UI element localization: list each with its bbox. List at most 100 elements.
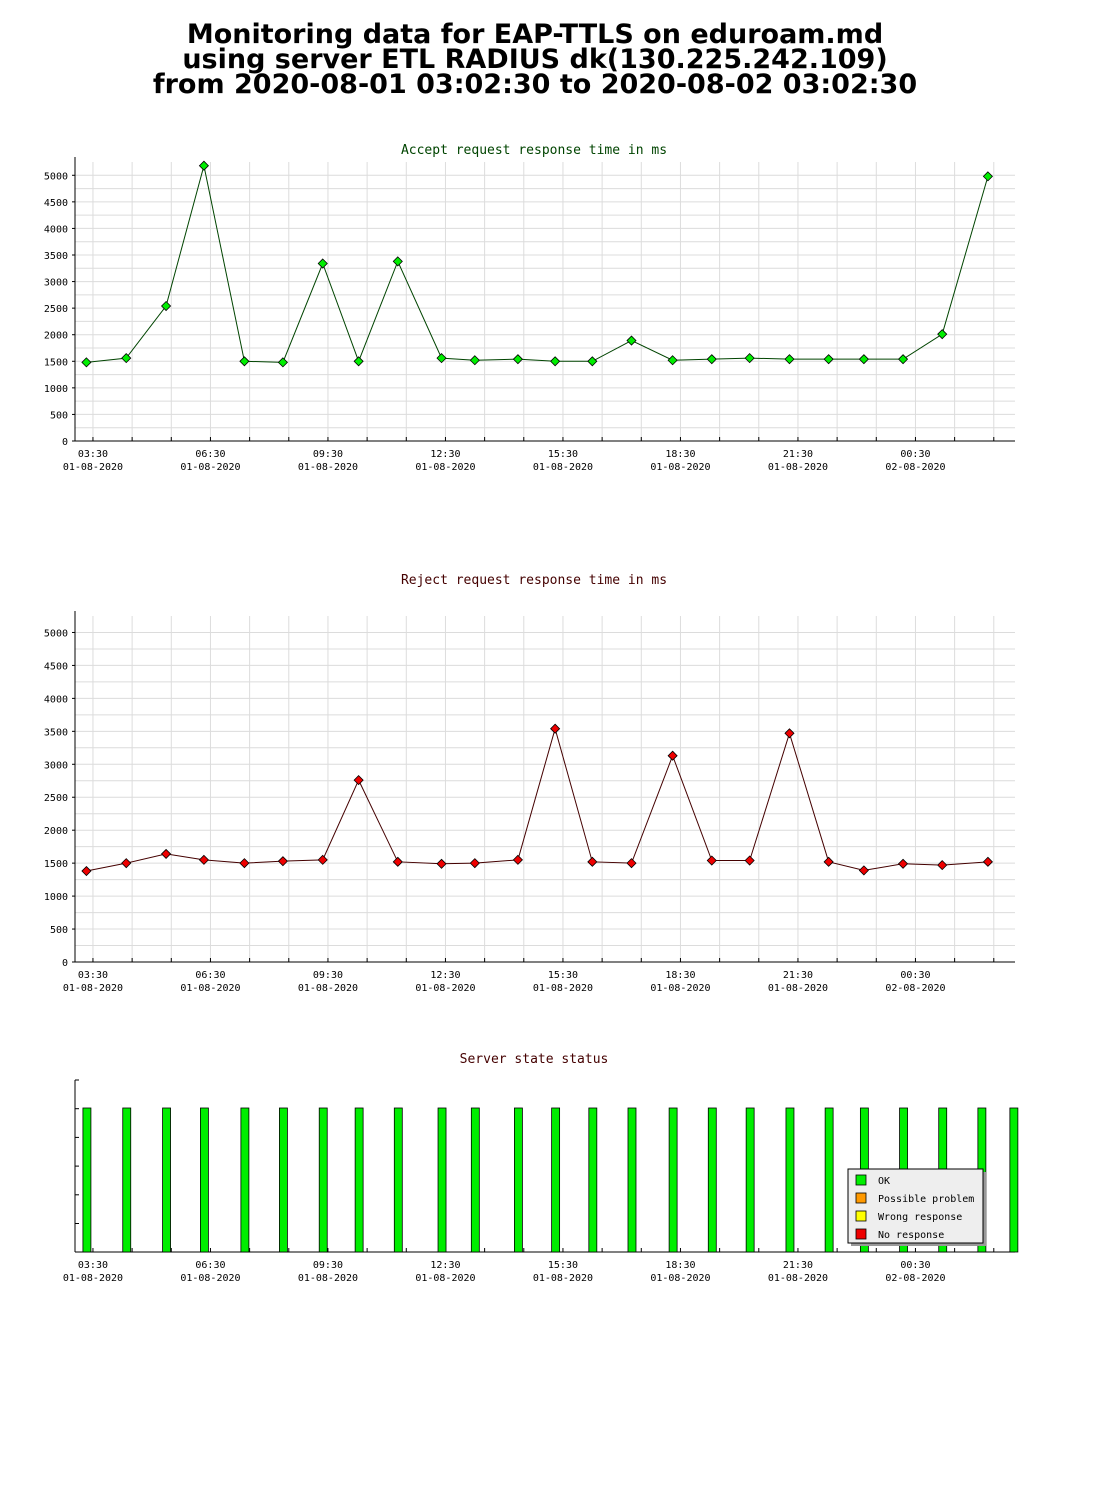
accept-chart-axes (72, 157, 1015, 442)
accept-x-tick-time: 15:30 (548, 449, 578, 460)
status-x-tick-time: 12:30 (430, 1260, 460, 1271)
status-x-tick-date: 01-08-2020 (298, 1273, 358, 1284)
title-line-1: Monitoring data for EAP-TTLS on eduroam.… (186, 19, 884, 50)
reject-x-tick-time: 09:30 (313, 970, 343, 981)
reject-y-tick-label: 1000 (44, 892, 68, 903)
reject-data-point (982, 856, 993, 867)
accept-data-point (706, 354, 717, 365)
accept-x-tick-time: 18:30 (665, 449, 695, 460)
accept-data-point (858, 354, 869, 365)
accept-chart-x-ticks: 03:30 01-08-2020 06:30 01-08-2020 09:30 01-08… (63, 449, 946, 473)
accept-chart-grid (75, 162, 1015, 441)
accept-y-tick-label: 4500 (44, 198, 68, 209)
accept-y-tick-label: 5000 (44, 171, 68, 182)
status-bar (393, 1107, 403, 1253)
reject-data-point (784, 728, 795, 739)
status-x-tick-date: 02-08-2020 (885, 1273, 945, 1284)
reject-data-point (937, 860, 948, 871)
status-bar (82, 1107, 92, 1253)
reject-data-point (512, 854, 523, 865)
status-bar (354, 1107, 364, 1253)
reject-x-tick-time: 15:30 (548, 970, 578, 981)
status-x-tick-time: 21:30 (783, 1260, 813, 1271)
accept-x-tick-date: 01-08-2020 (650, 462, 710, 473)
reject-y-tick-label: 2000 (44, 826, 68, 837)
legend-swatch (855, 1192, 867, 1204)
status-bar (707, 1107, 717, 1253)
reject-data-point (392, 856, 403, 867)
status-bar (668, 1107, 678, 1253)
reject-y-tick-label: 5000 (44, 628, 68, 639)
reject-x-tick-time: 18:30 (665, 970, 695, 981)
status-bar (279, 1107, 288, 1253)
page-title: Monitoring data for EAP-TTLS on eduroam.… (0, 19, 1070, 98)
accept-x-tick-time: 06:30 (195, 449, 225, 460)
legend-label: Possible problem (878, 1194, 974, 1205)
accept-data-point (317, 258, 328, 269)
accept-series-line (86, 165, 989, 363)
accept-data-point (550, 356, 561, 367)
accept-x-tick-date: 01-08-2020 (533, 462, 593, 473)
accept-x-tick-date: 02-08-2020 (885, 462, 945, 473)
accept-x-tick-date: 01-08-2020 (298, 462, 358, 473)
reject-data-point (81, 865, 92, 877)
reject-data-point (469, 858, 480, 869)
accept-x-tick-time: 00:30 (900, 449, 930, 460)
accept-data-point (587, 356, 598, 367)
reject-chart-x-ticks: 03:30 01-08-2020 06:30 01-08-2020 09:30 01-08… (63, 970, 946, 994)
reject-data-point (436, 858, 447, 869)
status-x-tick-time: 18:30 (665, 1260, 695, 1271)
status-bar (1009, 1107, 1019, 1253)
accept-x-tick-date: 01-08-2020 (63, 462, 123, 473)
reject-data-point (198, 854, 209, 865)
reject-x-tick-date: 01-08-2020 (298, 983, 358, 994)
status-bar (785, 1107, 795, 1253)
accept-chart-y-ticks: 0 500 1000 1500 2000 2500 3000 3500 4000 4500 5000 (44, 171, 68, 448)
reject-x-tick-time: 03:30 (78, 970, 108, 981)
accept-y-tick-label: 1000 (44, 384, 68, 395)
server-state-chart: Server state status 03:30 01-08-2020 06:30… (63, 1052, 1019, 1284)
legend-box (847, 1168, 984, 1244)
accept-x-tick-time: 09:30 (313, 449, 343, 460)
reject-data-point (277, 856, 288, 867)
accept-y-tick-label: 500 (50, 410, 68, 421)
accept-x-tick-date: 01-08-2020 (180, 462, 240, 473)
accept-data-point (897, 354, 909, 365)
legend-label: Wrong response (878, 1212, 962, 1223)
accept-data-point (626, 335, 637, 346)
reject-data-point (550, 723, 561, 734)
status-legend: OK Possible problem Wrong response No respo… (847, 1168, 986, 1246)
reject-y-tick-label: 3500 (44, 727, 68, 738)
reject-chart-grid (75, 616, 1015, 962)
status-bar (318, 1107, 328, 1253)
accept-data-point (982, 171, 993, 182)
reject-x-tick-time: 00:30 (900, 970, 930, 981)
reject-y-tick-label: 3000 (44, 760, 68, 771)
status-x-tick-date: 01-08-2020 (415, 1273, 475, 1284)
reject-y-tick-label: 4000 (44, 694, 68, 705)
status-x-tick-date: 01-08-2020 (180, 1273, 240, 1284)
reject-chart-axes (72, 611, 1015, 963)
reject-response-chart: Reject request response time in ms 0 500 1… (44, 573, 1015, 994)
accept-data-point (353, 356, 364, 367)
reject-data-point (858, 865, 869, 876)
status-bar (551, 1107, 561, 1253)
reject-x-tick-date: 02-08-2020 (885, 983, 945, 994)
reject-x-tick-date: 01-08-2020 (768, 983, 828, 994)
accept-data-point (160, 300, 172, 312)
accept-y-tick-label: 3500 (44, 251, 68, 262)
accept-y-tick-label: 1500 (44, 357, 68, 368)
accept-y-tick-label: 2000 (44, 331, 68, 342)
reject-y-tick-label: 2500 (44, 793, 68, 804)
reject-x-tick-date: 01-08-2020 (533, 983, 593, 994)
accept-y-tick-label: 0 (62, 437, 68, 448)
accept-x-tick-time: 12:30 (430, 449, 460, 460)
accept-data-point (239, 356, 250, 367)
reject-data-point (823, 856, 834, 867)
legend-swatch (855, 1210, 867, 1222)
reject-y-tick-label: 0 (62, 958, 68, 969)
accept-x-tick-date: 01-08-2020 (415, 462, 475, 473)
reject-series-line (86, 726, 988, 872)
accept-data-point (784, 354, 795, 365)
